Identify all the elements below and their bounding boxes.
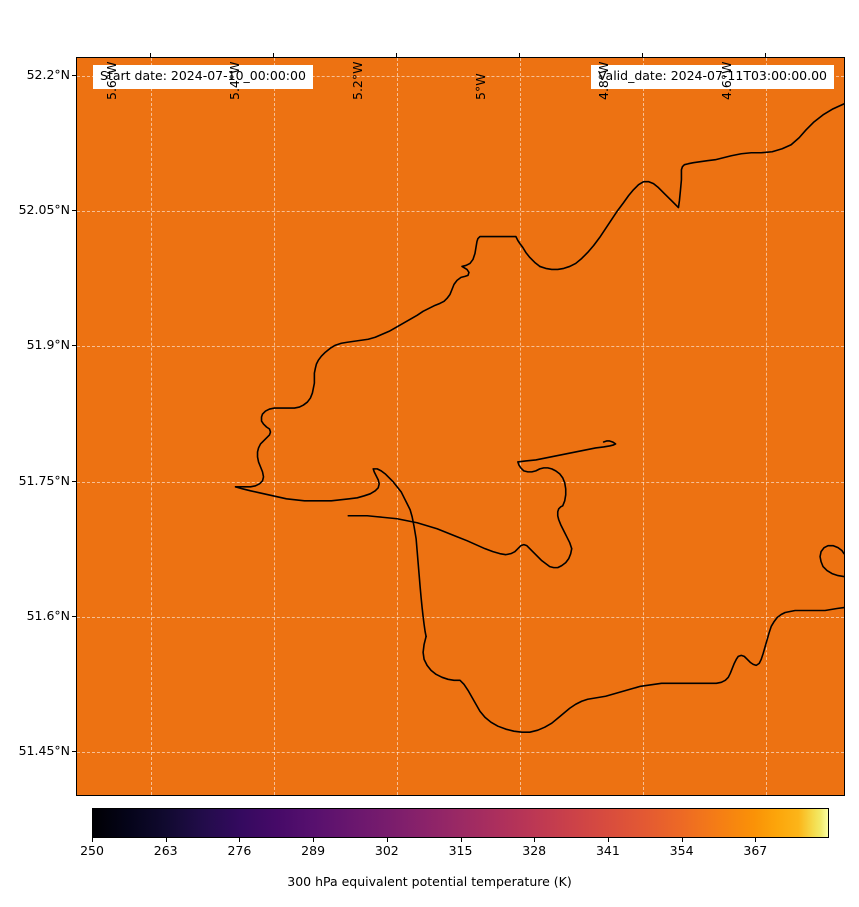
colorbar-tick-mark <box>534 838 536 842</box>
latitude-tick-mark <box>72 345 76 347</box>
temperature-field <box>77 58 844 795</box>
latitude-tick-label: 52.05°N <box>18 202 70 218</box>
map-axes[interactable]: Start date: 2024-07-10_00:00:00 Valid_da… <box>76 57 845 796</box>
colorbar-tick-label: 276 <box>227 843 252 858</box>
longitude-tick-label: 5°W <box>472 73 488 100</box>
colorbar-tick-label: 354 <box>669 843 694 858</box>
longitude-tick-mark <box>518 53 520 57</box>
colorbar-gradient <box>92 808 829 838</box>
colorbar-tick-label: 341 <box>595 843 620 858</box>
colorbar-tick-label: 289 <box>301 843 326 858</box>
colorbar-tick-label: 250 <box>80 843 104 858</box>
gridline-vertical <box>396 58 398 795</box>
colorbar[interactable] <box>92 808 829 838</box>
latitude-tick-label: 51.6°N <box>26 607 70 623</box>
colorbar-tick-mark <box>607 838 609 842</box>
longitude-tick-mark <box>765 53 766 57</box>
longitude-tick-label: 4.8°W <box>596 61 611 101</box>
colorbar-tick-mark <box>681 838 683 842</box>
gridline-vertical <box>150 58 152 795</box>
gridline-horizontal <box>77 211 844 213</box>
longitude-tick-mark <box>642 53 643 57</box>
latitude-tick-mark <box>72 750 76 752</box>
longitude-tick-label: 4.6°W <box>719 61 734 101</box>
gridline-vertical <box>519 58 521 795</box>
gridline-horizontal <box>77 76 844 77</box>
latitude-tick-mark <box>72 210 76 212</box>
latitude-tick-label: 52.2°N <box>26 67 70 82</box>
colorbar-title: 300 hPa equivalent potential temperature… <box>287 874 572 889</box>
colorbar-tick-mark <box>92 838 93 842</box>
latitude-tick-mark <box>72 75 76 76</box>
gridline-horizontal <box>77 481 844 483</box>
colorbar-tick-mark <box>460 838 462 842</box>
start-date-annotation: Start date: 2024-07-10_00:00:00 <box>93 65 313 89</box>
gridline-vertical <box>273 58 275 795</box>
colorbar-tick-mark <box>239 838 241 842</box>
gridline-vertical <box>643 58 644 795</box>
latitude-tick-label: 51.9°N <box>26 337 70 353</box>
longitude-tick-mark <box>395 53 397 57</box>
longitude-tick-label: 5.4°W <box>226 61 242 101</box>
gridline-horizontal <box>77 616 844 618</box>
coastline-overlay <box>234 103 844 733</box>
colorbar-tick-label: 315 <box>448 843 473 858</box>
longitude-tick-label: 5.6°W <box>103 61 119 101</box>
colorbar-tick-label: 367 <box>743 843 768 858</box>
colorbar-tick-mark <box>755 838 757 842</box>
latitude-tick-mark <box>72 615 76 617</box>
colorbar-tick-mark <box>313 838 315 842</box>
latitude-tick-label: 51.45°N <box>18 742 70 758</box>
longitude-tick-label: 5.2°W <box>349 61 365 101</box>
gridline-vertical <box>766 58 767 795</box>
latitude-tick-label: 51.75°N <box>18 472 70 488</box>
colorbar-tick-mark <box>386 838 388 842</box>
colorbar-tick-mark <box>165 838 167 842</box>
gridline-horizontal <box>77 751 844 753</box>
colorbar-tick-label: 263 <box>153 843 178 858</box>
colorbar-tick-label: 302 <box>374 843 399 858</box>
gridline-horizontal <box>77 346 844 348</box>
valid-date-annotation: Valid_date: 2024-07-11T03:00:00.00 <box>590 65 834 89</box>
latitude-tick-mark <box>72 480 76 482</box>
colorbar-tick-label: 328 <box>522 843 547 858</box>
longitude-tick-mark <box>272 53 274 57</box>
longitude-tick-mark <box>149 53 151 57</box>
